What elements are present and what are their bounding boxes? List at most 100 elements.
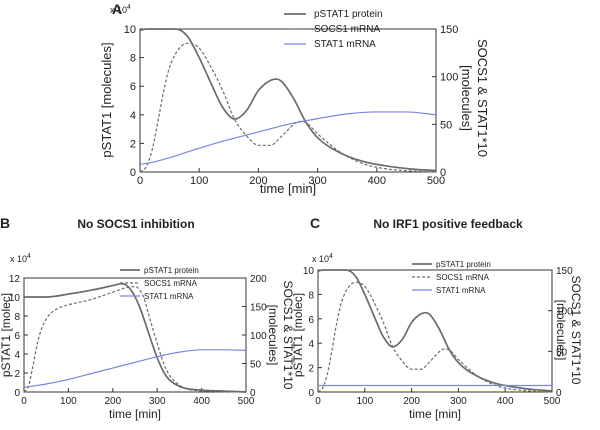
chart-title: No SOCS1 inhibition: [77, 217, 194, 231]
y-exponent: x 104: [110, 4, 131, 15]
x-axis-label: time [min]: [109, 407, 161, 421]
legend: pSTAT1 protein SOCS1 mRNA STAT1 mRNA: [284, 9, 383, 50]
x-tick-label: 100: [356, 396, 373, 407]
x-tick-label: 400: [193, 396, 210, 407]
y2-tick-label: 150: [556, 266, 573, 277]
y-tick-label: 8: [130, 53, 136, 65]
legend-label: pSTAT1 protein: [436, 260, 491, 269]
series-line-socs1-mrna: [23, 285, 247, 393]
x-axis-label: time [min]: [409, 407, 461, 421]
y-axis-label: pSTAT1 [molec]: [291, 293, 305, 377]
x-tick-label: 400: [368, 175, 386, 187]
series-line-pstat1-protein: [317, 269, 553, 392]
x-tick-label: 500: [427, 175, 445, 187]
y2-ticks: 0 50 100 150: [432, 24, 458, 179]
y-tick-label: 2: [308, 364, 314, 375]
x-tick-label: 200: [403, 396, 420, 407]
x-tick-label: 300: [149, 396, 166, 407]
y2-axis-label: SOCS1 & STAT1*10: [281, 281, 295, 390]
y2-tick-label: 50: [250, 360, 262, 371]
legend-label: SOCS1 mRNA: [436, 273, 490, 282]
panel-label: C: [310, 215, 320, 231]
y-exponent-power: 4: [329, 253, 333, 260]
y2-tick-label: 150: [250, 303, 267, 314]
y-axis-label: pSTAT1 [molec]: [0, 293, 13, 377]
x-ticks: 0 100 200 300 400 500: [315, 388, 561, 407]
series-line-socs1-mrna: [139, 42, 437, 173]
y2-axis-label-units: [molecules]: [554, 300, 568, 361]
y2-axis-label: SOCS1 & STAT1*10: [475, 39, 490, 157]
x-tick-label: 200: [104, 396, 121, 407]
series-line-socs1-mrna: [317, 281, 553, 393]
series-line-pstat1-protein: [24, 282, 247, 393]
y-exponent: x 104: [10, 253, 31, 264]
y-tick-label: 0: [130, 167, 136, 179]
panel-c: C No IRF1 positive feedback x 104 0 100 200 30…: [291, 215, 583, 421]
y2-tick-label: 200: [250, 274, 267, 285]
y-tick-label: 8: [308, 290, 314, 301]
legend-label: STAT1 mRNA: [314, 39, 376, 50]
y-tick-label: 2: [130, 138, 136, 150]
y2-axis-label-units: [molecules]: [266, 305, 280, 366]
y-ticks: 0 2 4 6 8 10: [124, 24, 144, 179]
y-exponent-power: 4: [27, 253, 31, 260]
y-tick-label: 0: [308, 388, 314, 399]
y2-tick-label: 150: [440, 24, 458, 36]
x-tick-label: 300: [308, 175, 326, 187]
y-tick-label: 4: [308, 339, 314, 350]
legend-label: SOCS1 mRNA: [314, 24, 380, 35]
y2-axis-label-units: [molecules]: [459, 65, 474, 131]
x-tick-label: 500: [238, 396, 255, 407]
legend-label: STAT1 mRNA: [144, 292, 194, 301]
panel-label: B: [0, 215, 10, 231]
y-tick-label: 2: [14, 369, 20, 380]
y2-tick-label: 50: [440, 119, 452, 131]
y-exponent: x 104: [312, 253, 333, 264]
legend-label: SOCS1 mRNA: [144, 279, 198, 288]
x-ticks: 0 100 200 300 400 500: [137, 168, 445, 187]
chart-title: No IRF1 positive feedback: [373, 217, 523, 231]
series-line-stat1-mrna: [23, 349, 247, 389]
series-line-pstat1-protein: [139, 28, 437, 172]
x-tick-label: 0: [21, 396, 27, 407]
plot-frame: [139, 28, 437, 173]
y-ticks: 0 2 4 6 8 10: [303, 266, 322, 399]
y2-tick-label: 50: [556, 347, 568, 358]
series-line-stat1-mrna: [139, 111, 437, 165]
y-tick-label: 6: [308, 315, 314, 326]
y-exponent-power: 4: [127, 4, 131, 11]
x-tick-label: 100: [190, 175, 208, 187]
legend-label: pSTAT1 protein: [144, 266, 199, 275]
y-axis-label: pSTAT1 [molecules]: [99, 42, 114, 157]
y-tick-label: 10: [9, 293, 21, 304]
legend: pSTAT1 protein SOCS1 mRNA STAT1 mRNA: [120, 266, 199, 301]
panel-label: A: [112, 1, 122, 17]
y2-tick-label: 100: [440, 72, 458, 84]
x-tick-label: 500: [544, 396, 561, 407]
x-tick-label: 300: [450, 396, 467, 407]
y-tick-label: 4: [14, 350, 20, 361]
plot-frame: [317, 269, 553, 393]
y2-tick-label: 0: [250, 388, 256, 399]
y-tick-label: 6: [130, 81, 136, 93]
x-tick-label: 400: [497, 396, 514, 407]
y-tick-label: 12: [9, 274, 21, 285]
x-axis-label: time [min]: [260, 181, 316, 196]
y-tick-label: 6: [14, 331, 20, 342]
y-tick-label: 10: [303, 266, 315, 277]
y2-tick-label: 100: [556, 307, 573, 318]
y-tick-label: 10: [124, 24, 136, 36]
y-tick-label: 8: [14, 312, 20, 323]
y2-tick-label: 100: [250, 331, 267, 342]
y2-tick-label: 0: [440, 167, 446, 179]
y-tick-label: 0: [14, 388, 20, 399]
legend-label: pSTAT1 protein: [314, 9, 383, 20]
y-tick-label: 4: [130, 110, 136, 122]
legend-label: STAT1 mRNA: [436, 286, 486, 295]
x-tick-label: 100: [60, 396, 77, 407]
x-tick-label: 200: [249, 175, 267, 187]
legend: pSTAT1 protein SOCS1 mRNA STAT1 mRNA: [412, 260, 491, 295]
